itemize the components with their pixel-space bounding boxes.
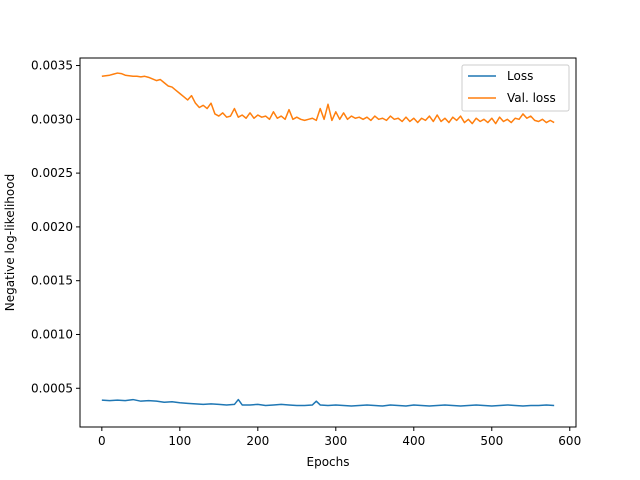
series-line-loss [101, 398, 555, 407]
x-tick-label: 200 [246, 434, 269, 448]
legend-label-val-loss: Val. loss [507, 91, 556, 105]
legend: Loss Val. loss [461, 64, 570, 112]
x-tick-label: 500 [480, 434, 503, 448]
x-axis-label: Epochs [307, 455, 350, 469]
x-tick-label: 0 [98, 434, 106, 448]
ticks-layer: 0 100 200 300 400 500 600 0.0005 0.0010 0.0015 0.0… [31, 59, 581, 448]
y-axis-label: Negative log-likelihood [3, 174, 17, 311]
y-tick-label: 0.0010 [31, 327, 73, 341]
y-tick-label: 0.0035 [31, 59, 73, 73]
axes-frame [79, 57, 577, 428]
y-tick-label: 0.0030 [31, 112, 73, 126]
x-tick-label: 300 [324, 434, 347, 448]
y-tick-label: 0.0025 [31, 166, 73, 180]
legend-label-loss: Loss [507, 69, 533, 83]
x-tick-label: 100 [168, 434, 191, 448]
x-tick-label: 600 [558, 434, 581, 448]
series-line-val-loss [101, 72, 555, 125]
y-tick-label: 0.0005 [31, 381, 73, 395]
series-layer [101, 72, 555, 407]
x-tick-label: 400 [402, 434, 425, 448]
y-tick-label: 0.0015 [31, 274, 73, 288]
y-tick-label: 0.0020 [31, 220, 73, 234]
